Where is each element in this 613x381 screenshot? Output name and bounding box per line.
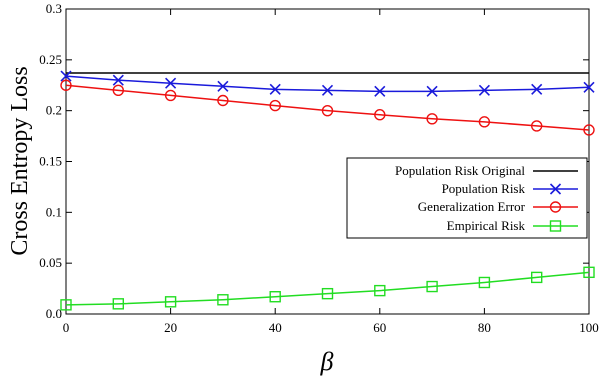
data-point-generalization-error: [112, 84, 125, 97]
data-point-population-risk: [531, 83, 543, 95]
data-point-empirical-risk: [583, 266, 595, 279]
y-tick-label: 0.05: [39, 255, 62, 270]
legend-marker-empirical-risk: [549, 220, 562, 232]
data-point-population-risk: [217, 80, 229, 92]
axis-ticks: 0 20 40 60 80 100 0.0 0.05 0.1 0.15 0.2 0.25 0.3: [39, 1, 599, 335]
legend-label-population-risk: Population Risk: [442, 181, 526, 196]
y-tick-label: 0.2: [46, 103, 62, 118]
x-tick-label: 80: [478, 320, 491, 335]
data-point-population-risk: [478, 84, 490, 96]
data-point-generalization-error: [478, 116, 491, 128]
data-point-population-risk: [374, 85, 386, 97]
y-axis-title: Cross Entropy Loss: [7, 66, 33, 255]
y-tick-label: 0.1: [46, 204, 62, 219]
data-point-population-risk: [321, 84, 334, 96]
data-point-population-risk: [269, 83, 281, 95]
x-axis-title: β: [320, 347, 334, 376]
data-point-population-risk: [426, 85, 438, 97]
data-point-population-risk: [112, 74, 124, 86]
data-point-generalization-error: [583, 124, 595, 136]
data-point-empirical-risk: [374, 284, 386, 297]
data-point-generalization-error: [60, 79, 72, 91]
series-line-generalization-error: [65, 84, 590, 131]
series-markers: [60, 70, 595, 311]
x-tick-label: 60: [373, 320, 386, 335]
legend-label-population-risk-original: Population Risk Original: [395, 163, 525, 178]
data-point-empirical-risk: [164, 296, 177, 308]
legend-marker-population-risk: [549, 183, 562, 195]
data-point-empirical-risk: [321, 287, 334, 300]
data-point-population-risk: [60, 70, 72, 82]
legend: Population Risk Original Population Risk G…: [346, 157, 588, 239]
data-point-empirical-risk: [426, 280, 438, 293]
x-tick-label: 0: [63, 320, 70, 335]
x-tick-label: 20: [164, 320, 177, 335]
x-tick-label: 40: [269, 320, 282, 335]
data-point-generalization-error: [321, 104, 334, 117]
data-point-generalization-error: [269, 99, 281, 112]
y-tick-label: 0.15: [39, 154, 62, 169]
data-point-generalization-error: [426, 113, 438, 125]
data-point-empirical-risk: [531, 271, 543, 284]
y-tick-label: 0.3: [46, 1, 62, 16]
legend-label-generalization-error: Generalization Error: [418, 199, 526, 214]
series-line-empirical-risk: [65, 271, 590, 306]
data-point-empirical-risk: [112, 298, 125, 310]
data-point-empirical-risk: [217, 294, 229, 306]
data-point-generalization-error: [217, 94, 229, 107]
data-point-empirical-risk: [478, 276, 491, 289]
data-point-population-risk: [165, 77, 177, 89]
y-tick-label: 0.0: [46, 306, 62, 321]
data-point-empirical-risk: [60, 299, 72, 311]
x-tick-label: 100: [579, 320, 599, 335]
data-point-generalization-error: [374, 109, 386, 121]
y-tick-label: 0.25: [39, 52, 62, 67]
legend-marker-generalization-error: [549, 201, 562, 213]
data-point-generalization-error: [531, 120, 543, 132]
data-point-empirical-risk: [269, 291, 281, 303]
data-point-population-risk: [583, 81, 595, 93]
data-point-generalization-error: [164, 89, 177, 102]
legend-label-empirical-risk: Empirical Risk: [447, 218, 526, 233]
